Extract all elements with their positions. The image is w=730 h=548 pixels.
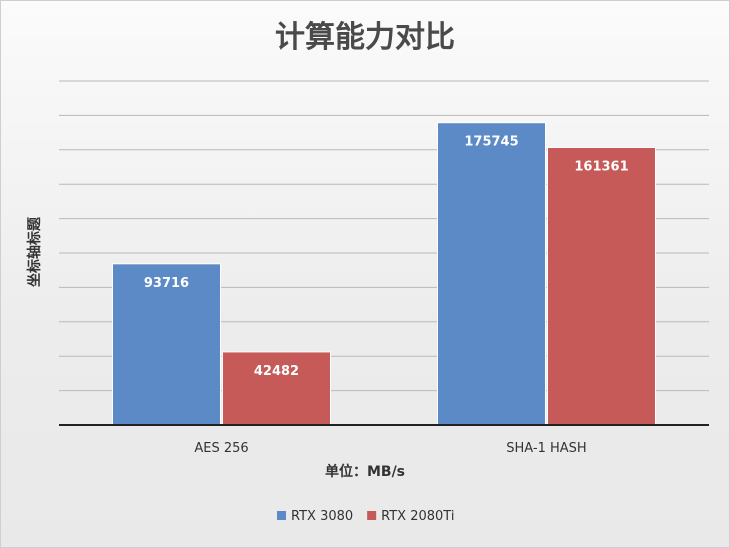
bar [222, 351, 331, 426]
data-label: 42482 [254, 364, 299, 379]
bar [112, 263, 221, 426]
data-label: 93716 [144, 276, 189, 291]
data-label: 161361 [574, 159, 628, 174]
bar [547, 146, 656, 426]
y-axis-title: 坐标轴标题 [26, 216, 43, 287]
data-labels: 93716 42482 175745 161361 [144, 135, 629, 379]
x-axis-tick-labels: AES 256 SHA-1 HASH [194, 441, 586, 456]
legend-label: RTX 2080Ti [381, 509, 454, 524]
legend-swatch [277, 511, 286, 520]
legend-swatch [367, 511, 377, 520]
chart-title: 计算能力对比 [275, 20, 455, 55]
x-tick-label: SHA-1 HASH [506, 441, 586, 456]
data-label: 175745 [464, 135, 518, 150]
x-tick-label: AES 256 [194, 441, 248, 456]
legend-label: RTX 3080 [291, 509, 353, 524]
legend: RTX 3080 RTX 2080Ti [277, 509, 454, 524]
bar [437, 122, 546, 426]
x-axis-title: 单位：MB/s [325, 463, 405, 480]
